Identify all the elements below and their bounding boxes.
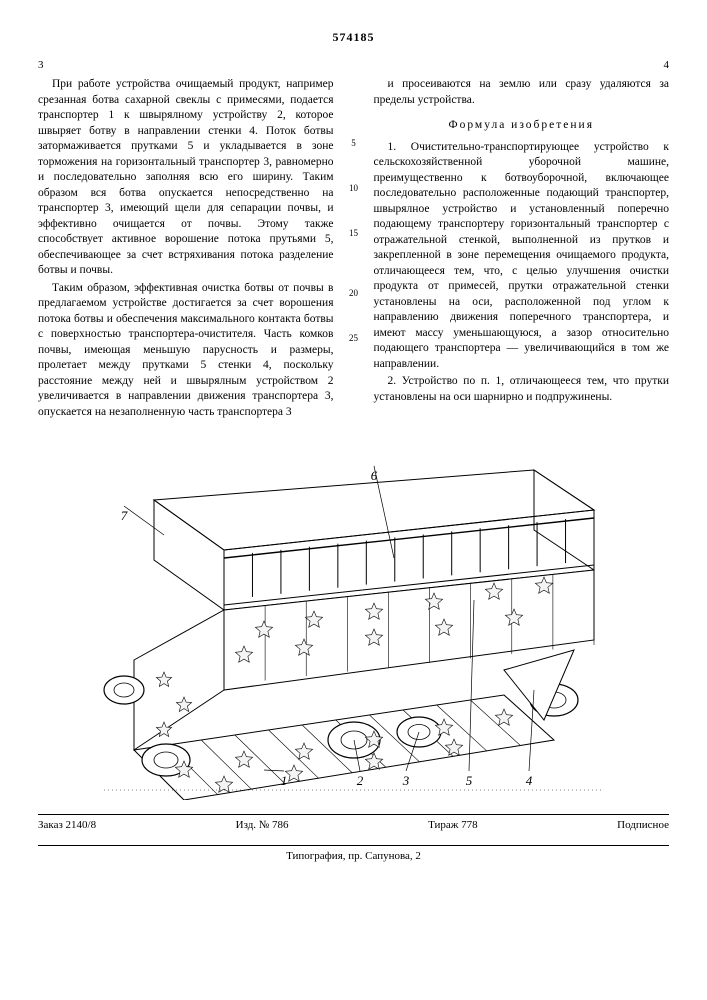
footer-rule (38, 814, 669, 815)
formula-heading: Формула изобретения (374, 118, 670, 134)
left-column: При работе устройства очищаемый продукт,… (38, 77, 334, 422)
right-para-0: и просеиваются на землю или сразу удаляю… (374, 77, 670, 108)
callout-number: 2 (356, 773, 363, 788)
callout-number: 3 (401, 773, 409, 788)
footer-line-1: Заказ 2140/8 Изд. № 786 Тираж 778 Подпис… (38, 819, 669, 831)
text-columns: При работе устройства очищаемый продукт,… (38, 77, 669, 422)
callout-number: 1 (280, 773, 287, 788)
left-para-2: Таким образом, эффективная очистка ботвы… (38, 281, 334, 421)
left-para-1: При работе устройства очищаемый продукт,… (38, 77, 334, 279)
footer-tirazh: Тираж 778 (428, 819, 478, 831)
line-number: 25 (349, 332, 358, 344)
right-column: и просеиваются на землю или сразу удаляю… (374, 77, 670, 422)
page-num-left: 3 (38, 59, 44, 71)
line-number: 5 (351, 137, 356, 149)
right-para-2: 2. Устройство по п. 1, отличающееся тем,… (374, 374, 670, 405)
callout-number: 5 (465, 773, 472, 788)
figure-container: 1 2 3 4 5 6 7 (38, 440, 669, 800)
callout-number: 4 (525, 773, 532, 788)
right-para-1: 1. Очистительно-транспортирующее устройс… (374, 140, 670, 373)
footer-zakaz: Заказ 2140/8 (38, 819, 96, 831)
page-numbers-row: 3 4 (38, 59, 669, 71)
line-number: 10 (349, 182, 358, 194)
line-number: 15 (349, 227, 358, 239)
footer-rule-2 (38, 845, 669, 846)
line-number: 20 (349, 287, 358, 299)
footer-izd: Изд. № 786 (236, 819, 289, 831)
callout-number: 6 (370, 468, 377, 483)
footer-typography: Типография, пр. Сапунова, 2 (38, 850, 669, 862)
document-number: 574185 (38, 30, 669, 45)
line-number-gutter: 5 10 15 20 25 (342, 77, 366, 422)
patent-figure: 1 2 3 4 5 6 7 (74, 440, 634, 800)
footer-podpisnoe: Подписное (617, 819, 669, 831)
page-num-right: 4 (664, 59, 670, 71)
callout-number: 7 (120, 508, 127, 523)
